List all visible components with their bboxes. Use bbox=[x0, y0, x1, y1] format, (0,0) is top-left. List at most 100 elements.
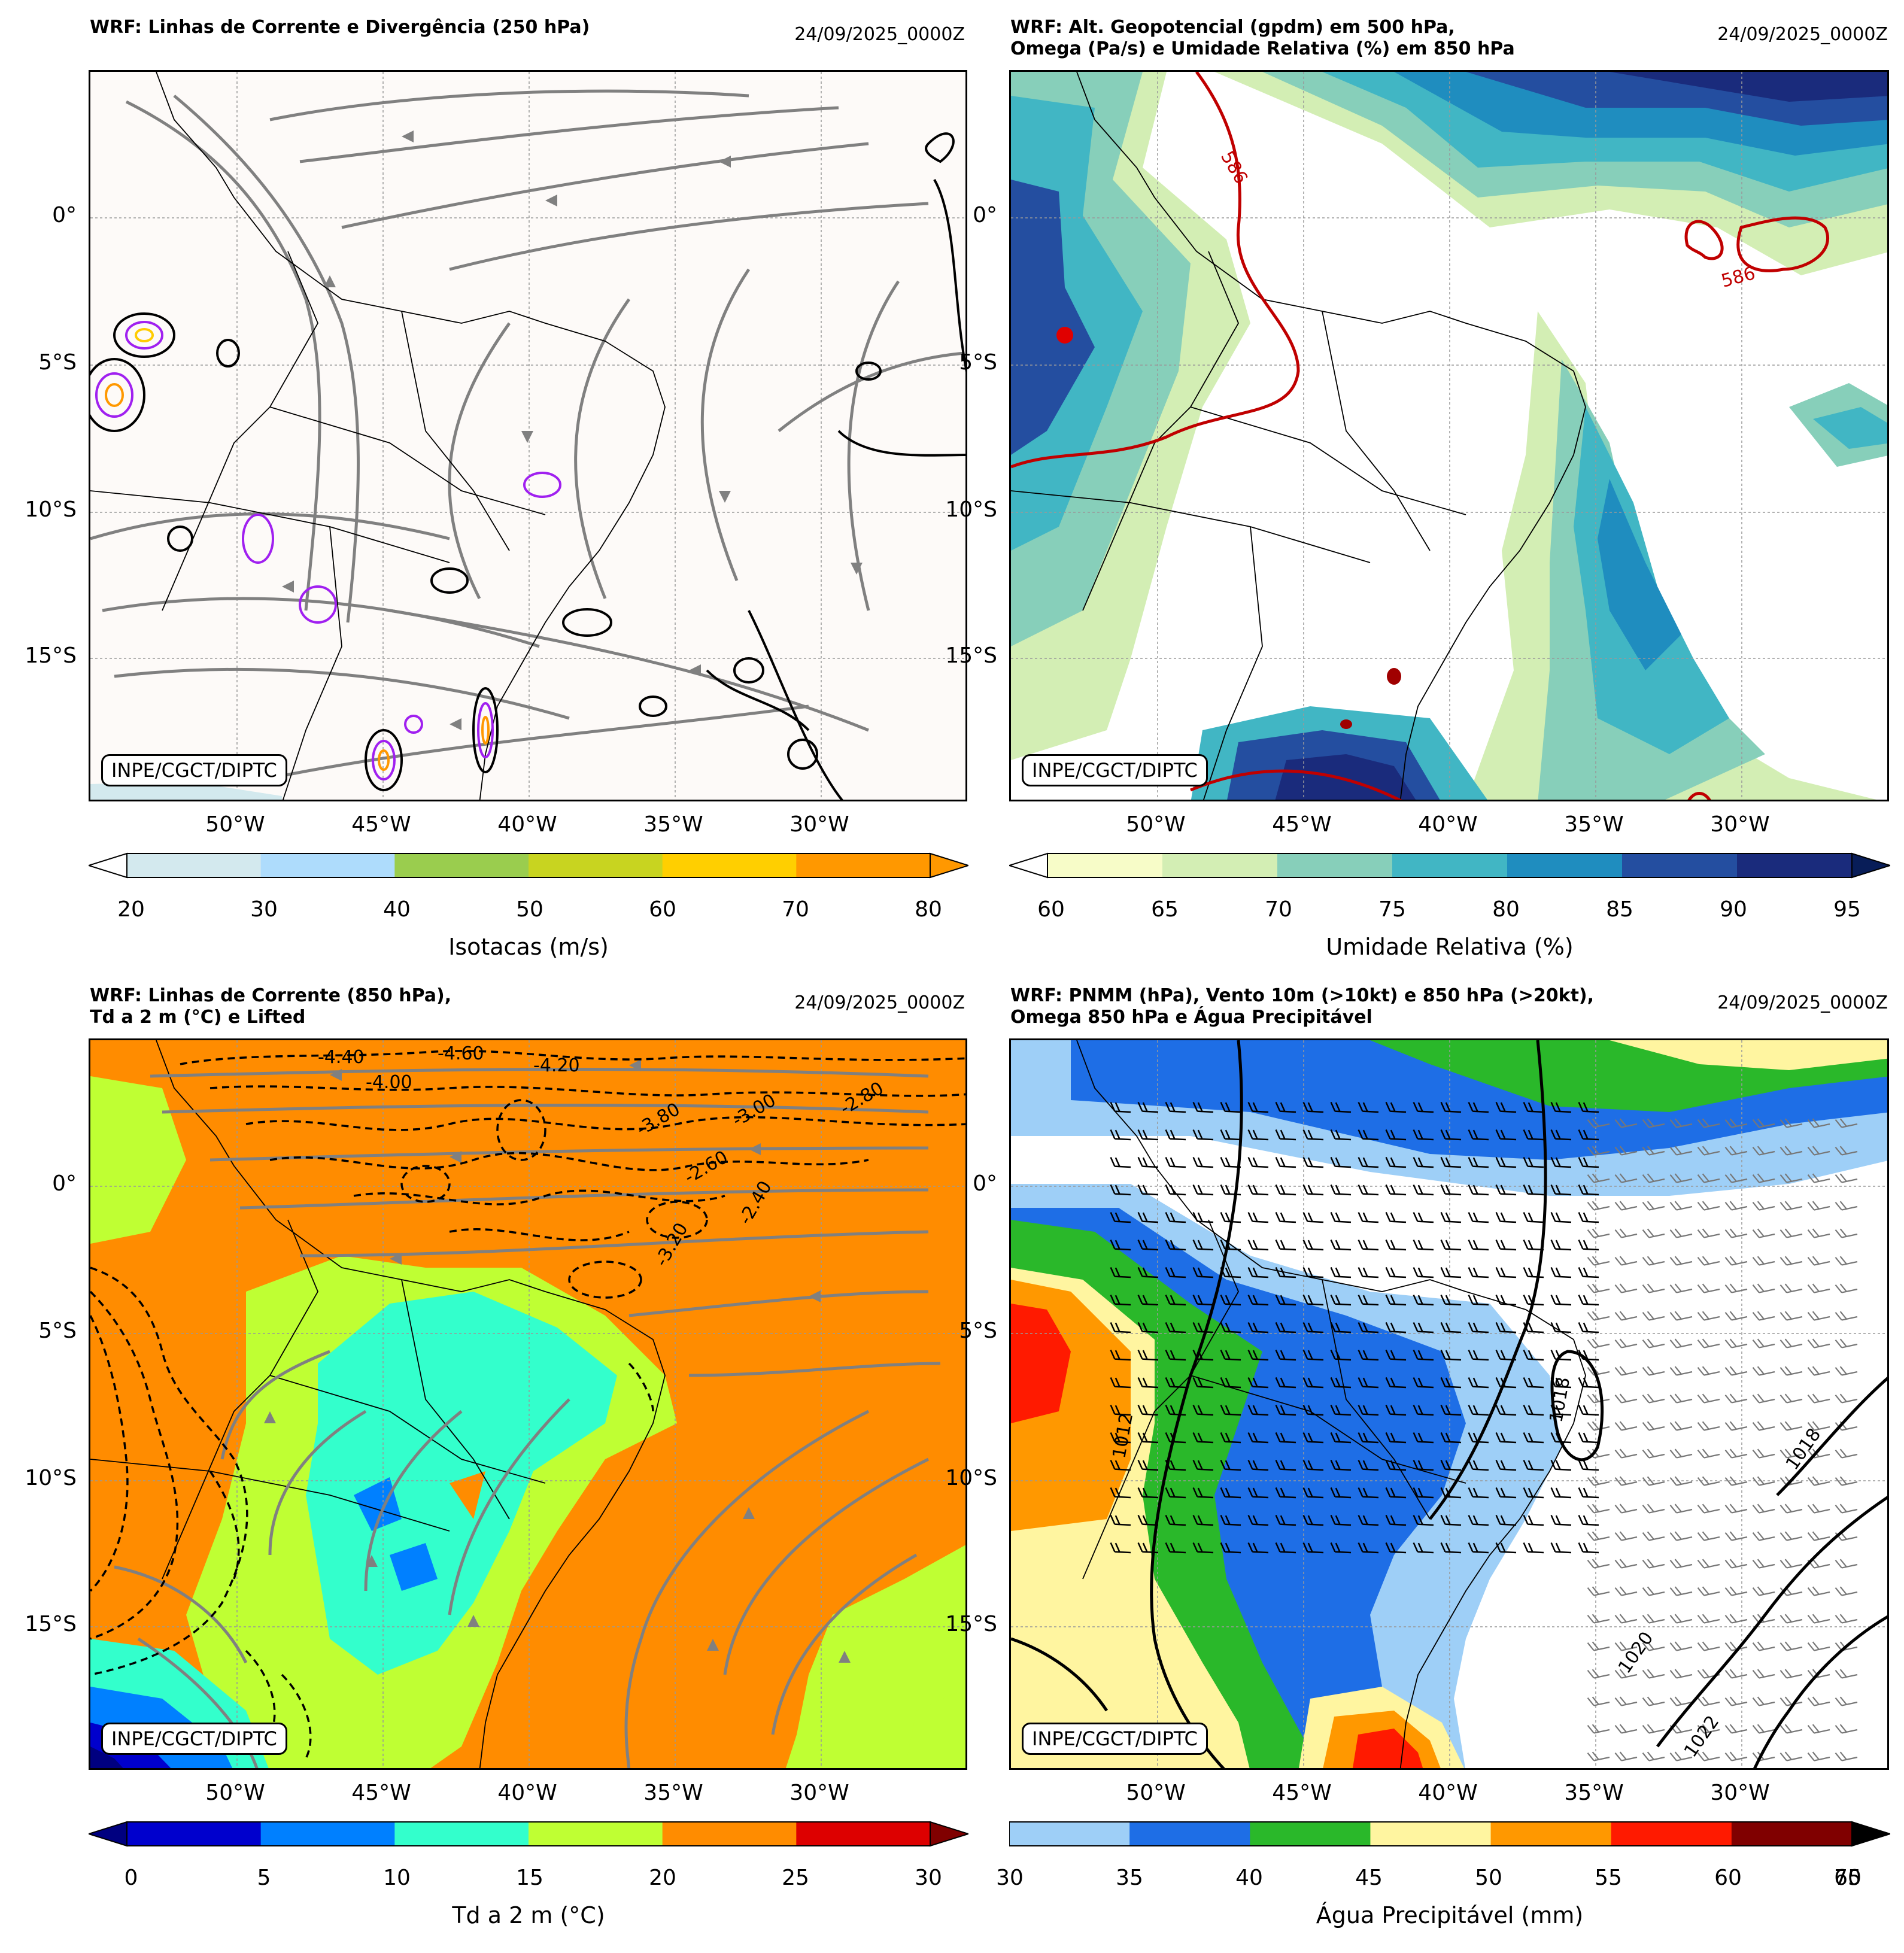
wind-barb bbox=[1330, 1487, 1352, 1499]
panel-1-lat-0: 0° bbox=[52, 203, 77, 227]
wind-barb bbox=[1780, 1393, 1803, 1404]
wind-barb bbox=[1642, 1283, 1665, 1293]
wind-barb bbox=[1358, 1460, 1379, 1471]
wind-barb bbox=[1247, 1212, 1269, 1223]
panel-1-lon-45w: 45°W bbox=[351, 812, 411, 837]
panel-2-lat-10s: 10°S bbox=[945, 497, 997, 522]
wind-barb bbox=[1440, 1405, 1462, 1416]
wind-barb bbox=[1247, 1542, 1269, 1554]
wind-barb bbox=[1642, 1531, 1665, 1541]
wind-barb bbox=[1468, 1295, 1489, 1306]
panel-3-lat-15s: 15°S bbox=[25, 1612, 77, 1636]
wind-barb bbox=[1385, 1240, 1407, 1251]
wind-barb bbox=[1614, 1586, 1638, 1596]
wind-barb bbox=[1807, 1476, 1830, 1486]
wind-barb bbox=[1330, 1129, 1352, 1141]
wind-barb bbox=[1697, 1696, 1720, 1706]
wind-barb bbox=[1578, 1377, 1599, 1389]
panel-2-lon-30w: 30°W bbox=[1710, 812, 1770, 837]
wind-barb bbox=[1220, 1129, 1241, 1141]
wind-barb bbox=[1642, 1338, 1665, 1348]
wind-barb bbox=[1523, 1515, 1544, 1526]
wind-barb bbox=[1468, 1102, 1489, 1113]
wind-barb bbox=[1247, 1129, 1269, 1141]
wind-barb bbox=[1614, 1504, 1638, 1514]
wind-barb bbox=[1440, 1542, 1462, 1554]
wind-barb bbox=[1137, 1184, 1159, 1196]
wind-barb bbox=[1550, 1542, 1572, 1554]
wind-barb bbox=[1220, 1322, 1241, 1334]
wind-barb bbox=[1220, 1432, 1241, 1444]
wind-barb bbox=[1330, 1322, 1352, 1334]
wind-barb bbox=[1550, 1515, 1572, 1526]
wind-barb bbox=[1413, 1542, 1434, 1554]
wind-barb bbox=[1275, 1515, 1296, 1526]
wind-barb bbox=[1137, 1212, 1159, 1223]
colorbar-extend-low bbox=[89, 852, 127, 879]
wind-barb bbox=[1669, 1338, 1693, 1348]
wind-barb bbox=[1302, 1129, 1324, 1141]
wind-barb bbox=[1669, 1448, 1693, 1459]
wind-barb bbox=[1275, 1350, 1296, 1361]
colorbar-extend-high bbox=[1851, 1821, 1890, 1847]
wind-barb bbox=[1247, 1240, 1269, 1251]
wind-barb bbox=[1523, 1542, 1544, 1554]
wind-barb bbox=[1835, 1504, 1858, 1514]
wind-barb bbox=[1220, 1295, 1241, 1306]
wind-barb bbox=[1302, 1515, 1324, 1526]
colorbar-segment bbox=[1370, 1822, 1492, 1846]
wind-barb bbox=[1807, 1173, 1830, 1183]
wind-barb bbox=[1752, 1724, 1775, 1734]
wind-barb bbox=[1780, 1338, 1803, 1348]
wind-barb bbox=[1642, 1669, 1665, 1679]
wind-barb bbox=[1614, 1614, 1638, 1624]
panel-4-tick-65: 65 bbox=[1834, 1866, 1862, 1890]
wind-barb bbox=[1275, 1487, 1296, 1499]
wind-barb bbox=[1642, 1448, 1665, 1459]
wind-barb bbox=[1835, 1366, 1858, 1376]
wind-barb bbox=[1220, 1377, 1241, 1389]
wind-barb bbox=[1385, 1460, 1407, 1471]
wind-barb bbox=[1614, 1393, 1638, 1404]
panel-4-lon-45w: 45°W bbox=[1272, 1781, 1332, 1805]
panel-4-lon-50w: 50°W bbox=[1126, 1781, 1186, 1805]
wind-barb bbox=[1669, 1311, 1693, 1321]
colorbar-segment bbox=[394, 1822, 529, 1846]
wind-barb bbox=[1495, 1487, 1517, 1499]
wind-barb bbox=[1724, 1476, 1748, 1486]
wind-barb bbox=[1192, 1240, 1214, 1251]
colorbar-segment bbox=[529, 854, 663, 877]
wind-barb bbox=[1752, 1338, 1775, 1348]
panel-3-tick-0: 0 bbox=[124, 1866, 138, 1890]
wind-barb bbox=[1697, 1393, 1720, 1404]
wind-barb bbox=[1835, 1228, 1858, 1238]
panel-3-credit: INPE/CGCT/DIPTC bbox=[101, 1723, 287, 1755]
wind-barb bbox=[1697, 1641, 1720, 1651]
colorbar-segment bbox=[394, 854, 529, 877]
wind-barb bbox=[1275, 1240, 1296, 1251]
wind-barb bbox=[1752, 1393, 1775, 1404]
wind-barb bbox=[1413, 1432, 1434, 1444]
wind-barb bbox=[1495, 1184, 1517, 1196]
panel-4-tick-45: 45 bbox=[1355, 1866, 1383, 1890]
wind-barb bbox=[1697, 1586, 1720, 1596]
wind-barb bbox=[1468, 1432, 1489, 1444]
colorbar-segment bbox=[1731, 1822, 1853, 1846]
wind-barb bbox=[1358, 1184, 1379, 1196]
wind-barb bbox=[1835, 1146, 1858, 1156]
panel-3-colorbar bbox=[89, 1821, 968, 1847]
wind-barb bbox=[1578, 1487, 1599, 1499]
wind-barb bbox=[1137, 1295, 1159, 1306]
wind-barb bbox=[1697, 1476, 1720, 1486]
wind-barb bbox=[1413, 1212, 1434, 1223]
wind-barb bbox=[1330, 1267, 1352, 1278]
wind-barb bbox=[1614, 1559, 1638, 1569]
wind-barb bbox=[1192, 1405, 1214, 1416]
colorbar-segment bbox=[1009, 1822, 1130, 1846]
colorbar-segment bbox=[1392, 854, 1508, 877]
wind-barb bbox=[1550, 1157, 1572, 1168]
colorbar-segment bbox=[260, 854, 395, 877]
panel-3-tick-20: 20 bbox=[649, 1866, 676, 1890]
wind-barb bbox=[1523, 1350, 1544, 1361]
panel-4-isobar-label-1020: 1020 bbox=[1614, 1628, 1657, 1678]
